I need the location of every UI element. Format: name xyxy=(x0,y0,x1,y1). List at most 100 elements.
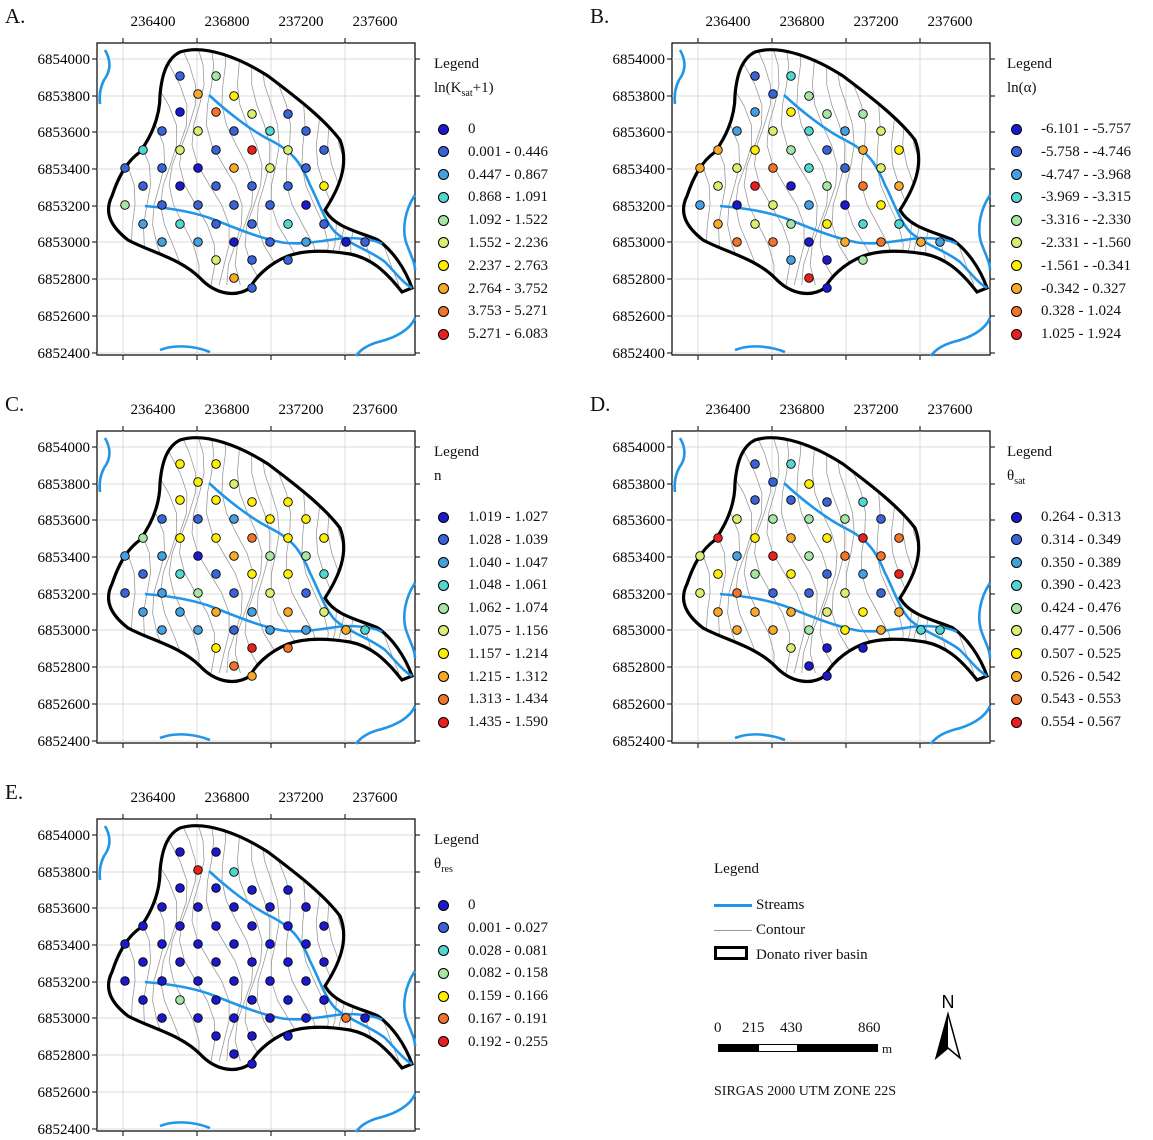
sample-point xyxy=(265,588,275,598)
legend-item: 1.435 - 1.590 xyxy=(434,711,634,734)
contour-line xyxy=(179,49,216,286)
y-tick-label: 6852800 xyxy=(613,272,666,288)
stream-line xyxy=(208,94,413,290)
sample-point xyxy=(283,145,293,155)
sample-point xyxy=(732,200,742,210)
stream-line-icon xyxy=(714,904,752,907)
sample-point xyxy=(301,939,311,949)
sample-point xyxy=(283,885,293,895)
sample-point xyxy=(175,607,185,617)
sample-point xyxy=(138,569,148,579)
legend-dot-icon xyxy=(438,945,449,957)
x-tick-label: 237600 xyxy=(353,790,398,806)
sample-point xyxy=(193,588,203,598)
sample-point xyxy=(319,957,329,967)
legend-dot-icon xyxy=(1011,511,1022,523)
sample-point xyxy=(822,671,832,681)
legend-dot-icon xyxy=(1011,648,1022,660)
legend-item: 1.019 - 1.027 xyxy=(434,506,634,529)
contour-line xyxy=(179,437,216,674)
legend-dot-icon xyxy=(1011,169,1022,181)
sample-point xyxy=(713,533,723,543)
y-tick-label: 6852600 xyxy=(613,697,666,713)
legend-dot-icon xyxy=(438,123,449,135)
sample-point xyxy=(786,495,796,505)
y-tick-label: 6853800 xyxy=(38,865,91,881)
sample-point xyxy=(713,219,723,229)
x-tick-label: 236400 xyxy=(131,14,176,30)
sample-point xyxy=(120,163,130,173)
sample-point xyxy=(822,283,832,293)
sample-point xyxy=(804,479,814,489)
sample-point xyxy=(247,885,257,895)
legend-dot-icon xyxy=(1011,534,1022,546)
legend-label: 0.167 - 0.191 xyxy=(468,1010,548,1027)
legend-label: -3.969 - -3.315 xyxy=(1041,189,1131,206)
sample-point xyxy=(283,255,293,265)
sample-point xyxy=(935,625,945,635)
y-tick-label: 6852400 xyxy=(613,734,666,750)
variable-subscript: sat xyxy=(1014,476,1026,487)
sample-point xyxy=(265,126,275,136)
y-tick-label: 6852800 xyxy=(38,1048,91,1064)
sample-point xyxy=(157,163,167,173)
legend-item: 0.001 - 0.446 xyxy=(434,141,634,164)
sample-point xyxy=(193,126,203,136)
sample-point xyxy=(138,181,148,191)
sample-point xyxy=(193,200,203,210)
river-line xyxy=(673,49,686,105)
sample-point xyxy=(822,533,832,543)
crs-label: SIRGAS 2000 UTM ZONE 22S xyxy=(714,1084,897,1099)
sample-point xyxy=(265,200,275,210)
river-line xyxy=(354,705,417,745)
sample-point xyxy=(301,902,311,912)
river-line xyxy=(98,825,111,881)
scale-label-430: 430 xyxy=(780,1020,803,1036)
sample-point xyxy=(175,107,185,117)
sample-point xyxy=(157,902,167,912)
sample-point xyxy=(247,109,257,119)
sample-point xyxy=(157,625,167,635)
legend-label: 0.001 - 0.027 xyxy=(468,919,548,936)
sample-point xyxy=(229,126,239,136)
y-tick-label: 6854000 xyxy=(38,440,91,456)
panel-b-letter: B. xyxy=(590,4,610,28)
y-tick-label: 6852600 xyxy=(38,697,91,713)
sample-point xyxy=(768,588,778,598)
sample-point xyxy=(283,995,293,1005)
sample-point xyxy=(301,514,311,524)
sample-point xyxy=(157,588,167,598)
sample-point xyxy=(193,163,203,173)
legend-label: 0.264 - 0.313 xyxy=(1041,509,1121,525)
sample-point xyxy=(894,145,904,155)
legend-label: 1.157 - 1.214 xyxy=(468,645,548,662)
sample-point xyxy=(211,995,221,1005)
sample-point xyxy=(786,459,796,469)
y-tick-label: 6854000 xyxy=(613,440,666,456)
legend-dot-icon xyxy=(1011,579,1022,591)
variable-tail: +1) xyxy=(472,80,494,96)
sample-point xyxy=(265,902,275,912)
sample-point xyxy=(732,126,742,136)
sample-point xyxy=(822,607,832,617)
panel-a-letter: A. xyxy=(5,4,26,28)
sample-point xyxy=(283,109,293,119)
legend-label: 2.764 - 3.752 xyxy=(468,280,548,297)
sample-point xyxy=(157,1013,167,1023)
sample-point xyxy=(786,255,796,265)
map-panel-e: 236400 236800 237200 237600 6854000 6853800 68… xyxy=(38,790,420,1138)
contour-line xyxy=(236,437,263,674)
river-line xyxy=(403,582,417,659)
legend-dot-icon xyxy=(438,237,449,249)
y-tick-label: 6853400 xyxy=(38,162,91,178)
y-tick-label: 6852800 xyxy=(613,660,666,676)
legend-variable: ln(Ksat+1) xyxy=(434,76,634,106)
sample-point xyxy=(360,237,370,247)
y-tick-label: 6852800 xyxy=(38,272,91,288)
sample-point xyxy=(229,902,239,912)
y-tick-label: 6852600 xyxy=(38,309,91,325)
sample-point xyxy=(138,219,148,229)
legend-label: 1.040 - 1.047 xyxy=(468,554,548,571)
legend-item: 0.554 - 0.567 xyxy=(1007,711,1153,734)
sample-point xyxy=(732,163,742,173)
